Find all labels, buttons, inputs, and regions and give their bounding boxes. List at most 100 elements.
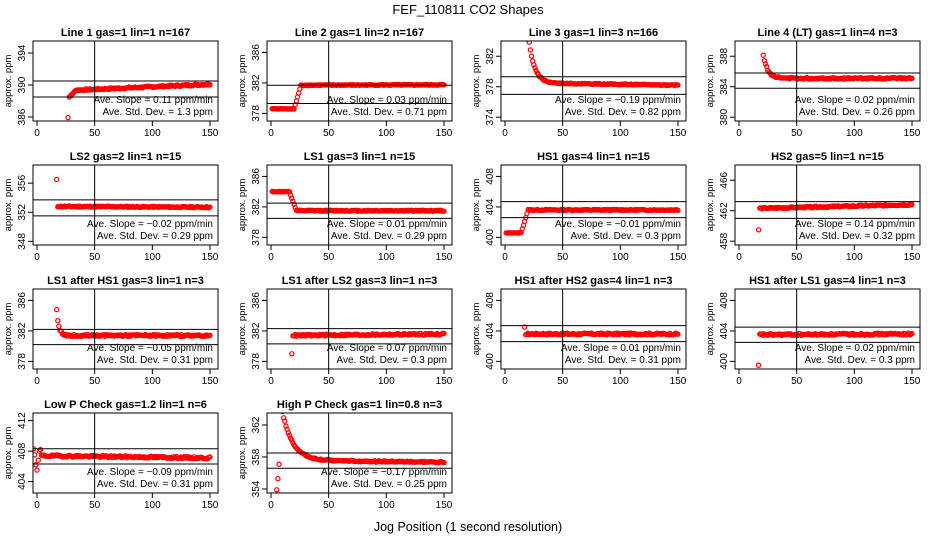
- y-axis-label: approx. ppm: [471, 303, 482, 356]
- data-point: [909, 330, 915, 337]
- chart-panel: Low P Check gas=1.2 lin=1 n=6 0 50 100 150 40…: [3, 399, 219, 511]
- data-point: [286, 432, 293, 438]
- y-tick-label: 382: [251, 198, 262, 215]
- x-tick-label: 150: [436, 252, 453, 263]
- panel-frame: [32, 288, 219, 370]
- sd-annotation: Ave. Std. Dev. = 0.82 ppm: [565, 107, 681, 118]
- y-axis-label: approx. ppm: [237, 303, 248, 356]
- data-point: [368, 332, 374, 338]
- x-tick-label: 50: [557, 128, 569, 139]
- x-tick-label: 150: [202, 376, 219, 387]
- x-tick-label: 50: [557, 252, 569, 263]
- y-tick-label: 378: [251, 105, 262, 122]
- x-tick-label: 50: [89, 252, 101, 263]
- sd-annotation: Ave. Std. Dev. = 0.29 ppm: [97, 231, 213, 242]
- chart-panel: HS1 after LS1 gas=4 lin=1 n=3 0 50 100 150 40…: [705, 275, 921, 387]
- slope-annotation: Ave. Slope = −0.02 ppm/min: [87, 219, 213, 230]
- chart-panel: Line 3 gas=1 lin=3 n=166 0 50 100 150 374 378 3…: [471, 27, 687, 139]
- x-tick-label: 0: [502, 128, 508, 139]
- data-points: [526, 41, 681, 89]
- y-axis-label: approx. ppm: [237, 427, 248, 480]
- data-point: [186, 455, 192, 462]
- slope-annotation: Ave. Slope = 0.01 ppm/min: [561, 343, 681, 354]
- y-axis-label: approx. ppm: [3, 427, 14, 480]
- sd-annotation: Ave. Std. Dev. = 0.3 ppm: [336, 355, 447, 366]
- sd-annotation: Ave. Std. Dev. = 1.3 ppm: [102, 107, 213, 118]
- y-tick-label: 462: [719, 202, 730, 219]
- data-point: [34, 467, 40, 473]
- y-tick-label: 400: [485, 353, 496, 370]
- x-tick-label: 100: [144, 376, 161, 387]
- chart-panel: LS1 gas=3 lin=1 n=15 0 50 100 150 378 382 386ap…: [237, 151, 453, 263]
- y-tick-label: 390: [17, 76, 28, 93]
- chart-panel: LS2 gas=2 lin=1 n=15 0 50 100 150 348 352 356ap…: [3, 151, 219, 263]
- data-point: [73, 452, 79, 459]
- y-tick-label: 394: [17, 44, 28, 61]
- y-tick-label: 408: [485, 292, 496, 309]
- data-point: [65, 114, 71, 121]
- chart-panel: LS1 after LS2 gas=3 lin=1 n=3 0 50 100 150 37…: [237, 275, 453, 387]
- x-tick-label: 50: [323, 252, 335, 263]
- data-points: [65, 81, 213, 121]
- slope-annotation: Ave. Slope = −0.09 ppm/min: [87, 467, 213, 478]
- data-point: [760, 52, 766, 58]
- x-tick-label: 150: [670, 376, 687, 387]
- figure-xlabel: Jog Position (1 second resolution): [374, 520, 562, 534]
- x-tick-label: 150: [436, 376, 453, 387]
- x-tick-label: 100: [144, 500, 161, 511]
- x-tick-label: 50: [791, 252, 803, 263]
- x-tick-label: 50: [89, 376, 101, 387]
- x-tick-label: 0: [34, 128, 40, 139]
- x-tick-label: 100: [378, 252, 395, 263]
- data-point: [755, 227, 762, 233]
- panel-title: HS2 gas=5 lin=1 n=15: [771, 151, 884, 163]
- slope-annotation: Ave. Slope = −0.05 ppm/min: [87, 343, 213, 354]
- x-tick-label: 0: [736, 376, 742, 387]
- panel-title: HS1 after HS2 gas=4 lin=1 n=3: [514, 275, 672, 287]
- x-tick-label: 100: [846, 376, 863, 387]
- sd-annotation: Ave. Std. Dev. = 0.71 ppm: [331, 107, 447, 118]
- x-tick-label: 100: [144, 128, 161, 139]
- x-tick-label: 150: [202, 252, 219, 263]
- panel-title: Line 2 gas=1 lin=2 n=167: [295, 27, 424, 39]
- sd-annotation: Ave. Std. Dev. = 0.31 ppm: [97, 355, 213, 366]
- y-axis-label: approx. ppm: [471, 179, 482, 232]
- data-point: [527, 47, 534, 53]
- y-axis-label: approx. ppm: [3, 179, 14, 232]
- y-tick-label: 386: [251, 168, 262, 185]
- data-points: [289, 330, 447, 357]
- panel-title: LS1 after LS2 gas=3 lin=1 n=3: [282, 275, 438, 287]
- data-point: [33, 452, 38, 458]
- y-tick-label: 380: [719, 108, 730, 125]
- panel-frame: [266, 40, 453, 122]
- data-point: [275, 475, 281, 482]
- sd-annotation: Ave. Std. Dev. = 0.29 ppm: [331, 231, 447, 242]
- y-axis-label: approx. ppm: [3, 55, 14, 108]
- data-points: [503, 206, 681, 236]
- data-point: [762, 61, 769, 67]
- y-tick-label: 404: [485, 322, 496, 339]
- y-tick-label: 382: [17, 322, 28, 339]
- chart-panel: HS1 gas=4 lin=1 n=15 0 50 100 150 400 404 408ap…: [471, 151, 687, 263]
- y-tick-label: 356: [17, 174, 28, 191]
- panel-frame: [734, 164, 921, 246]
- y-tick-label: 400: [719, 353, 730, 370]
- data-points: [33, 446, 213, 473]
- panel-title: HS1 after LS1 gas=4 lin=1 n=3: [749, 275, 906, 287]
- sd-annotation: Ave. Std. Dev. = 0.32 ppm: [799, 231, 915, 242]
- chart-panel: Line 1 gas=1 lin=1 n=167 0 50 100 150 386 390 3…: [3, 27, 219, 139]
- y-axis-label: approx. ppm: [237, 179, 248, 232]
- y-tick-label: 408: [719, 292, 730, 309]
- data-point: [207, 204, 213, 210]
- slope-annotation: Ave. Slope = −0.19 ppm/min: [555, 95, 681, 106]
- panel-frame: [266, 164, 453, 246]
- y-axis-label: approx. ppm: [471, 55, 482, 108]
- y-tick-label: 404: [719, 322, 730, 339]
- x-tick-label: 50: [557, 376, 569, 387]
- x-tick-label: 100: [144, 252, 161, 263]
- data-point: [35, 457, 41, 463]
- data-point: [276, 461, 282, 467]
- x-tick-label: 0: [34, 500, 40, 511]
- data-point: [53, 176, 60, 183]
- y-tick-label: 378: [251, 353, 262, 370]
